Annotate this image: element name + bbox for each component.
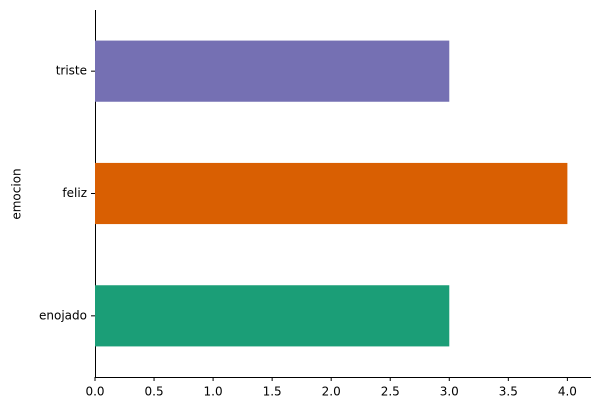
x-tick-label: 0.0 <box>85 385 104 399</box>
bar <box>95 162 568 225</box>
x-tick-label: 0.5 <box>145 385 164 399</box>
y-axis-label: emocion <box>10 168 24 219</box>
y-tick-label: enojado <box>39 308 87 322</box>
x-tick-label: 3.5 <box>499 385 518 399</box>
y-tick-label: triste <box>56 64 87 78</box>
x-tick-label: 1.0 <box>204 385 223 399</box>
x-tick-label: 4.0 <box>558 385 577 399</box>
bar <box>95 40 450 102</box>
x-tick-label: 3.0 <box>440 385 459 399</box>
x-tick-label: 1.5 <box>263 385 282 399</box>
bar <box>95 285 450 347</box>
x-tick-label: 2.0 <box>322 385 341 399</box>
y-tick-label: feliz <box>62 186 87 200</box>
x-tick-label: 2.5 <box>381 385 400 399</box>
